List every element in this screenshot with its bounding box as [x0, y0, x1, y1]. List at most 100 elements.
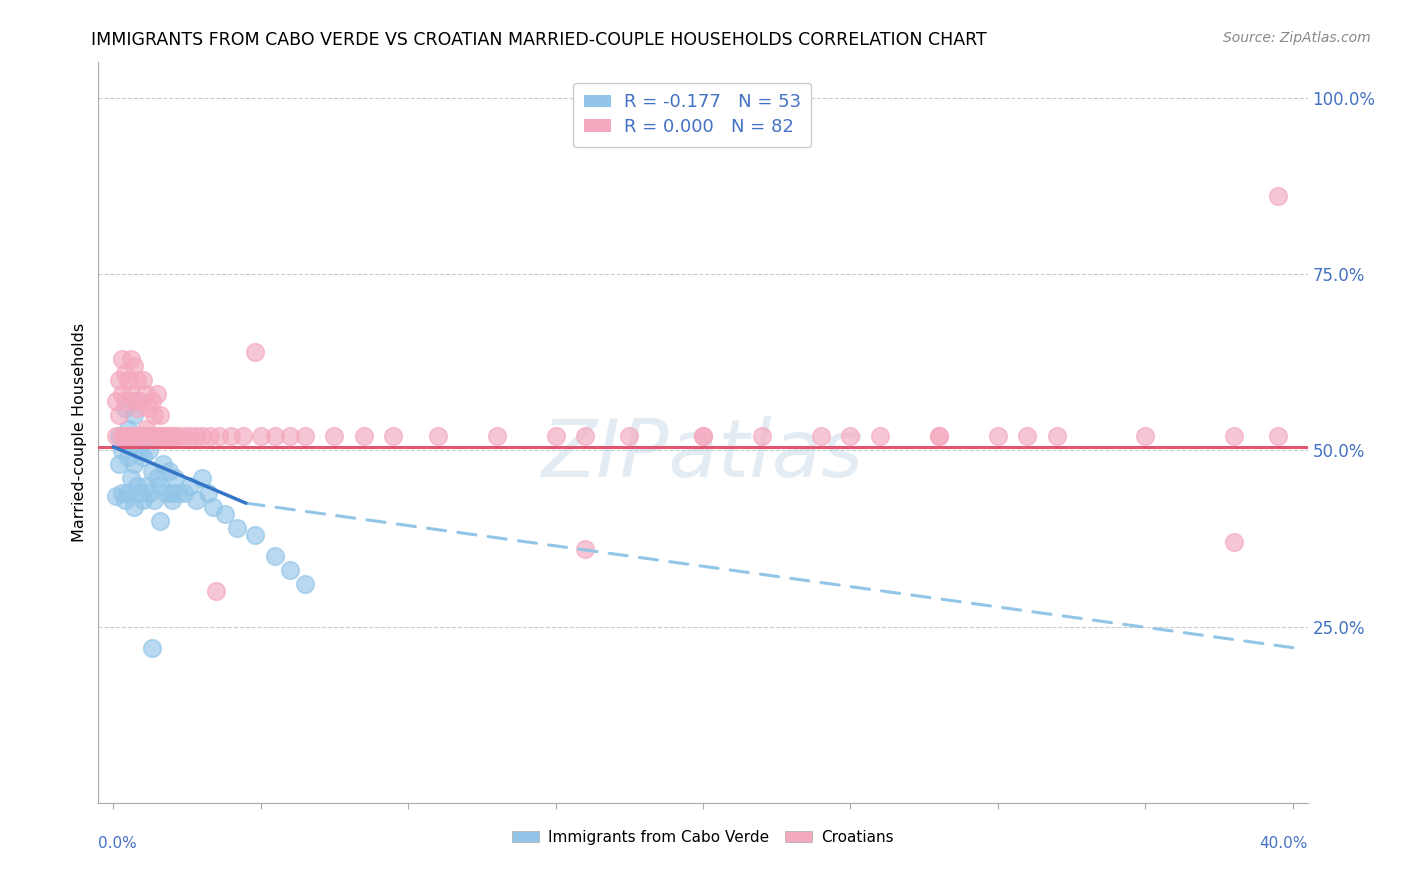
Point: [202, 500, 225, 514]
Point: [122, 408, 145, 422]
Point: [135, 429, 157, 443]
Point: [146, 429, 169, 443]
Point: [184, 492, 207, 507]
Point: [160, 485, 183, 500]
Point: [1223, 535, 1246, 549]
Point: [1046, 429, 1069, 443]
Point: [128, 429, 150, 443]
Point: [131, 450, 153, 465]
Point: [125, 436, 148, 450]
Point: [131, 429, 153, 443]
Point: [138, 443, 160, 458]
Point: [544, 429, 567, 443]
Point: [692, 429, 714, 443]
Point: [141, 640, 163, 655]
Point: [149, 514, 172, 528]
Point: [157, 429, 180, 443]
Point: [138, 485, 160, 500]
Legend: Immigrants from Cabo Verde, Croatians: Immigrants from Cabo Verde, Croatians: [506, 823, 900, 851]
Point: [108, 373, 131, 387]
Point: [278, 563, 301, 577]
Point: [125, 478, 148, 492]
Point: [143, 408, 166, 422]
Point: [987, 429, 1010, 443]
Point: [839, 429, 862, 443]
Point: [111, 351, 134, 366]
Point: [135, 422, 157, 436]
Point: [165, 471, 187, 485]
Point: [146, 429, 169, 443]
Point: [120, 429, 142, 443]
Point: [353, 429, 375, 443]
Point: [574, 429, 596, 443]
Point: [135, 387, 157, 401]
Point: [157, 464, 180, 478]
Point: [122, 429, 145, 443]
Point: [114, 492, 136, 507]
Point: [143, 429, 166, 443]
Point: [1267, 189, 1289, 203]
Point: [114, 436, 136, 450]
Point: [155, 485, 177, 500]
Point: [179, 478, 201, 492]
Point: [152, 429, 174, 443]
Point: [190, 471, 212, 485]
Point: [122, 500, 145, 514]
Text: ZIPatlas: ZIPatlas: [541, 416, 865, 494]
Point: [114, 429, 136, 443]
Point: [208, 429, 231, 443]
Point: [574, 541, 596, 556]
Point: [111, 485, 134, 500]
Point: [114, 401, 136, 415]
Point: [125, 373, 148, 387]
Point: [146, 387, 169, 401]
Point: [128, 393, 150, 408]
Point: [105, 429, 128, 443]
Point: [149, 478, 172, 492]
Text: Source: ZipAtlas.com: Source: ZipAtlas.com: [1223, 31, 1371, 45]
Point: [219, 429, 242, 443]
Point: [155, 429, 177, 443]
Point: [426, 429, 449, 443]
Point: [108, 458, 131, 472]
Point: [135, 478, 157, 492]
Point: [128, 485, 150, 500]
Point: [928, 429, 950, 443]
Point: [120, 471, 142, 485]
Point: [128, 443, 150, 458]
Point: [120, 387, 142, 401]
Point: [165, 429, 187, 443]
Point: [167, 485, 190, 500]
Point: [197, 485, 219, 500]
Point: [173, 429, 195, 443]
Point: [111, 387, 134, 401]
Point: [149, 408, 172, 422]
Point: [1223, 429, 1246, 443]
Point: [167, 429, 190, 443]
Point: [111, 429, 134, 443]
Point: [810, 429, 832, 443]
Point: [382, 429, 405, 443]
Point: [264, 429, 287, 443]
Point: [120, 351, 142, 366]
Point: [214, 507, 236, 521]
Point: [243, 528, 266, 542]
Point: [264, 549, 287, 563]
Point: [928, 429, 950, 443]
Point: [125, 401, 148, 415]
Point: [149, 429, 172, 443]
Point: [117, 373, 139, 387]
Point: [131, 373, 153, 387]
Y-axis label: Married-couple Households: Married-couple Households: [72, 323, 87, 542]
Point: [692, 429, 714, 443]
Point: [160, 492, 183, 507]
Point: [111, 443, 134, 458]
Point: [323, 429, 346, 443]
Point: [125, 393, 148, 408]
Point: [105, 393, 128, 408]
Point: [138, 401, 160, 415]
Point: [152, 458, 174, 472]
Point: [205, 584, 228, 599]
Text: 0.0%: 0.0%: [98, 836, 138, 851]
Point: [122, 458, 145, 472]
